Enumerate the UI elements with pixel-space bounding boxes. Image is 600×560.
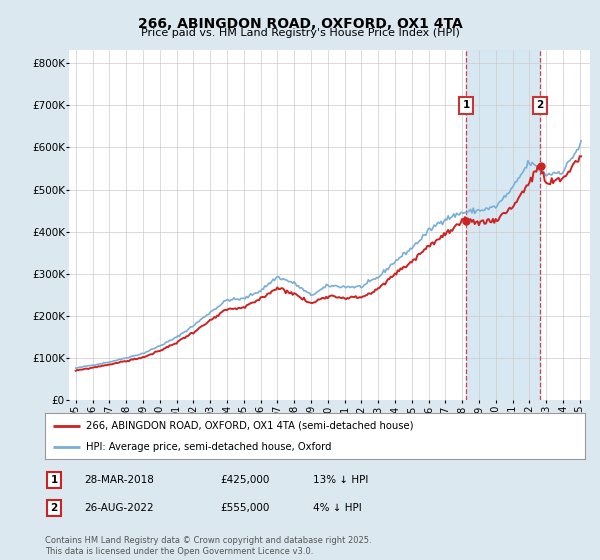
Text: £555,000: £555,000 bbox=[221, 503, 270, 513]
Text: 266, ABINGDON ROAD, OXFORD, OX1 4TA (semi-detached house): 266, ABINGDON ROAD, OXFORD, OX1 4TA (sem… bbox=[86, 421, 413, 431]
Text: 26-AUG-2022: 26-AUG-2022 bbox=[84, 503, 154, 513]
Text: 1: 1 bbox=[50, 475, 58, 485]
Text: Price paid vs. HM Land Registry's House Price Index (HPI): Price paid vs. HM Land Registry's House … bbox=[140, 28, 460, 38]
Text: £425,000: £425,000 bbox=[221, 475, 270, 485]
Text: 4% ↓ HPI: 4% ↓ HPI bbox=[313, 503, 362, 513]
Text: Contains HM Land Registry data © Crown copyright and database right 2025.
This d: Contains HM Land Registry data © Crown c… bbox=[45, 536, 371, 556]
Text: 2: 2 bbox=[536, 100, 544, 110]
Text: HPI: Average price, semi-detached house, Oxford: HPI: Average price, semi-detached house,… bbox=[86, 442, 331, 452]
Text: 13% ↓ HPI: 13% ↓ HPI bbox=[313, 475, 368, 485]
Text: 1: 1 bbox=[463, 100, 470, 110]
Text: 28-MAR-2018: 28-MAR-2018 bbox=[84, 475, 154, 485]
Text: 266, ABINGDON ROAD, OXFORD, OX1 4TA: 266, ABINGDON ROAD, OXFORD, OX1 4TA bbox=[137, 17, 463, 31]
Text: 2: 2 bbox=[50, 503, 58, 513]
Bar bbox=[466, 50, 540, 400]
